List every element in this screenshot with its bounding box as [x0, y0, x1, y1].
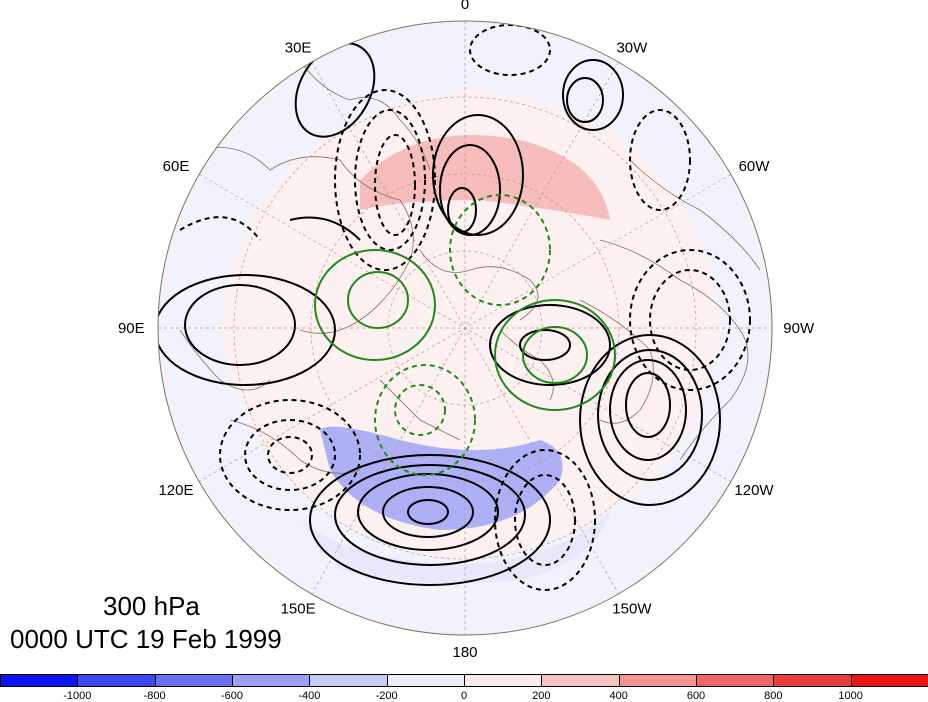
map-boundary	[157, 20, 773, 636]
lon-label: 30E	[285, 39, 312, 56]
negative-contours	[179, 24, 751, 591]
colorbar-tick-label: 0	[460, 690, 468, 702]
colorbar-tick-label: -600	[220, 690, 244, 702]
lon-label: 60W	[739, 158, 771, 175]
colorbar-box	[464, 674, 543, 687]
colorbar-tick-label: -1000	[63, 690, 92, 702]
colorbar-box	[0, 674, 79, 687]
colorbar: -1000 -800 -600 -400 -200 0 200 400 600 800 1000	[0, 674, 928, 702]
longitude-labels: 0 30W 60W 90W 120W 150W 180 150E 120E 90E 60E 30E	[118, 0, 815, 661]
colorbar-box	[618, 674, 697, 687]
lon-label: 150W	[612, 601, 652, 618]
lon-label: 60E	[163, 158, 190, 175]
colorbar-box	[232, 674, 311, 687]
colorbar-box	[154, 674, 233, 687]
colorbar-tick-label: 200	[532, 690, 551, 702]
colorbar-box	[541, 674, 620, 687]
lon-label: 0	[461, 0, 469, 13]
lon-label: 150E	[281, 601, 316, 618]
lon-label: 180	[452, 644, 477, 661]
colorbar-box	[386, 674, 465, 687]
colorbar-tick-label: 1000	[838, 690, 863, 702]
lon-label: 30W	[616, 39, 648, 56]
green-contours	[314, 249, 616, 411]
colorbar-tick-label: 600	[686, 690, 706, 702]
height-contours	[158, 24, 751, 591]
colorbar-box	[309, 674, 388, 687]
colorbar-tick-label: 800	[764, 690, 783, 702]
lon-label: 120W	[734, 482, 774, 499]
green-dashed-contours	[374, 194, 551, 476]
colorbar-box	[773, 674, 852, 687]
lon-label: 120E	[158, 482, 193, 499]
lon-label: 90E	[118, 320, 145, 337]
colorbar-tick-label: 400	[609, 690, 628, 702]
pressure-level-caption: 300 hPa	[103, 591, 200, 621]
valid-time-caption: 0000 UTC 19 Feb 1999	[10, 624, 282, 654]
colorbar-tick-label: -800	[143, 690, 166, 702]
positive-contours	[158, 42, 721, 586]
colorbar-box	[77, 674, 156, 687]
colorbar-box	[850, 674, 928, 687]
colorbar-tick-label: -200	[375, 690, 398, 702]
graticule	[158, 21, 772, 635]
colorbar-box	[696, 674, 775, 687]
colorbar-tick-label: -400	[298, 690, 321, 702]
lon-label: 90W	[783, 320, 815, 337]
